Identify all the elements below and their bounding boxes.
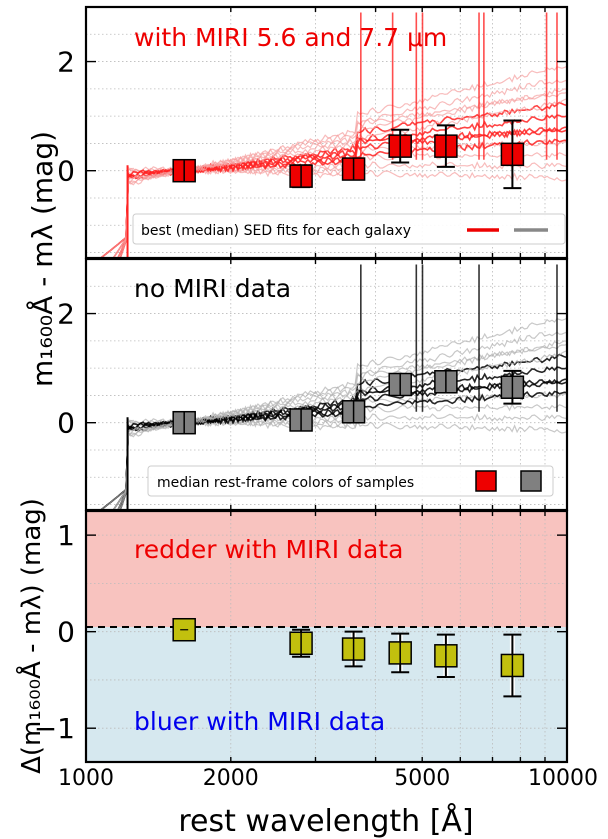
top-panel-annotation: with MIRI 5.6 and 7.7 μm — [134, 23, 447, 52]
legend-middle-label: median rest-frame colors of samples — [157, 475, 414, 491]
sed-curve — [99, 79, 567, 258]
legend-top-label: best (median) SED fits for each galaxy — [141, 223, 411, 239]
y-tick-labels: 0 2 0 2 −1 0 1 — [34, 46, 75, 746]
x-tick-label: 5000 — [394, 766, 450, 791]
panel-frames — [84, 5, 569, 764]
sed-curve — [112, 65, 567, 258]
bottom-bands — [86, 511, 567, 762]
data-markers — [172, 119, 525, 698]
legend-top: best (median) SED fits for each galaxy — [132, 213, 566, 245]
x-axis-label: rest wavelength [Å] — [178, 803, 473, 839]
y-axis-label-upper: m₁₆₀₀Å - mλ (mag) — [25, 131, 59, 387]
sed-curve — [112, 317, 567, 510]
bluer-band — [86, 627, 567, 762]
redder-annotation: redder with MIRI data — [134, 535, 403, 564]
x-tick-label: 10000 — [528, 766, 598, 791]
y-tick-label: 2 — [57, 46, 75, 79]
middle-panel-annotation: no MIRI data — [134, 274, 291, 303]
y-tick-label: 1 — [57, 519, 75, 552]
legend-middle: median rest-frame colors of samples — [147, 465, 554, 497]
y-tick-label: −1 — [34, 712, 75, 745]
sed-curves-middle — [99, 264, 567, 510]
sed-curve — [117, 350, 567, 510]
sed-curve — [112, 91, 567, 258]
sed-curve — [117, 98, 567, 258]
sed-curve — [99, 331, 567, 510]
legend-gray-square — [520, 470, 542, 492]
x-tick-labels: 1000 2000 5000 10000 — [58, 766, 598, 791]
y-tick-label: 0 — [57, 616, 75, 649]
y-tick-label: 0 — [57, 407, 75, 440]
legend-top-box — [132, 213, 566, 245]
x-tick-label: 2000 — [203, 766, 259, 791]
legend-red-square — [475, 470, 497, 492]
y-tick-label: 0 — [57, 155, 75, 188]
panel-bottom-frame — [84, 509, 569, 764]
legend-middle-box — [147, 465, 554, 497]
sed-curve — [112, 138, 567, 258]
x-tick-label: 1000 — [58, 766, 114, 791]
redder-band — [86, 511, 567, 627]
y-tick-label: 2 — [57, 298, 75, 331]
sed-curves-top — [99, 12, 567, 258]
bluer-annotation: bluer with MIRI data — [134, 707, 385, 736]
y-axis-label-lower: Δ(m₁₆₀₀Å - mλ) (mag) — [15, 498, 47, 774]
sed-curve — [112, 390, 567, 510]
